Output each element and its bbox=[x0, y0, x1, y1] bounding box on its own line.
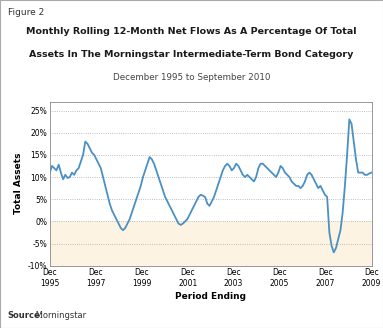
Bar bbox=[50, 221, 372, 266]
Y-axis label: Total Assets: Total Assets bbox=[14, 153, 23, 215]
Text: Assets In The Morningstar Intermediate-Term Bond Category: Assets In The Morningstar Intermediate-T… bbox=[29, 50, 354, 59]
Text: Source:: Source: bbox=[8, 311, 44, 320]
X-axis label: Period Ending: Period Ending bbox=[175, 292, 246, 301]
Text: Morningstar: Morningstar bbox=[33, 311, 86, 320]
Text: Figure 2: Figure 2 bbox=[8, 8, 44, 17]
Text: December 1995 to September 2010: December 1995 to September 2010 bbox=[113, 73, 270, 82]
Text: Monthly Rolling 12-Month Net Flows As A Percentage Of Total: Monthly Rolling 12-Month Net Flows As A … bbox=[26, 27, 357, 36]
